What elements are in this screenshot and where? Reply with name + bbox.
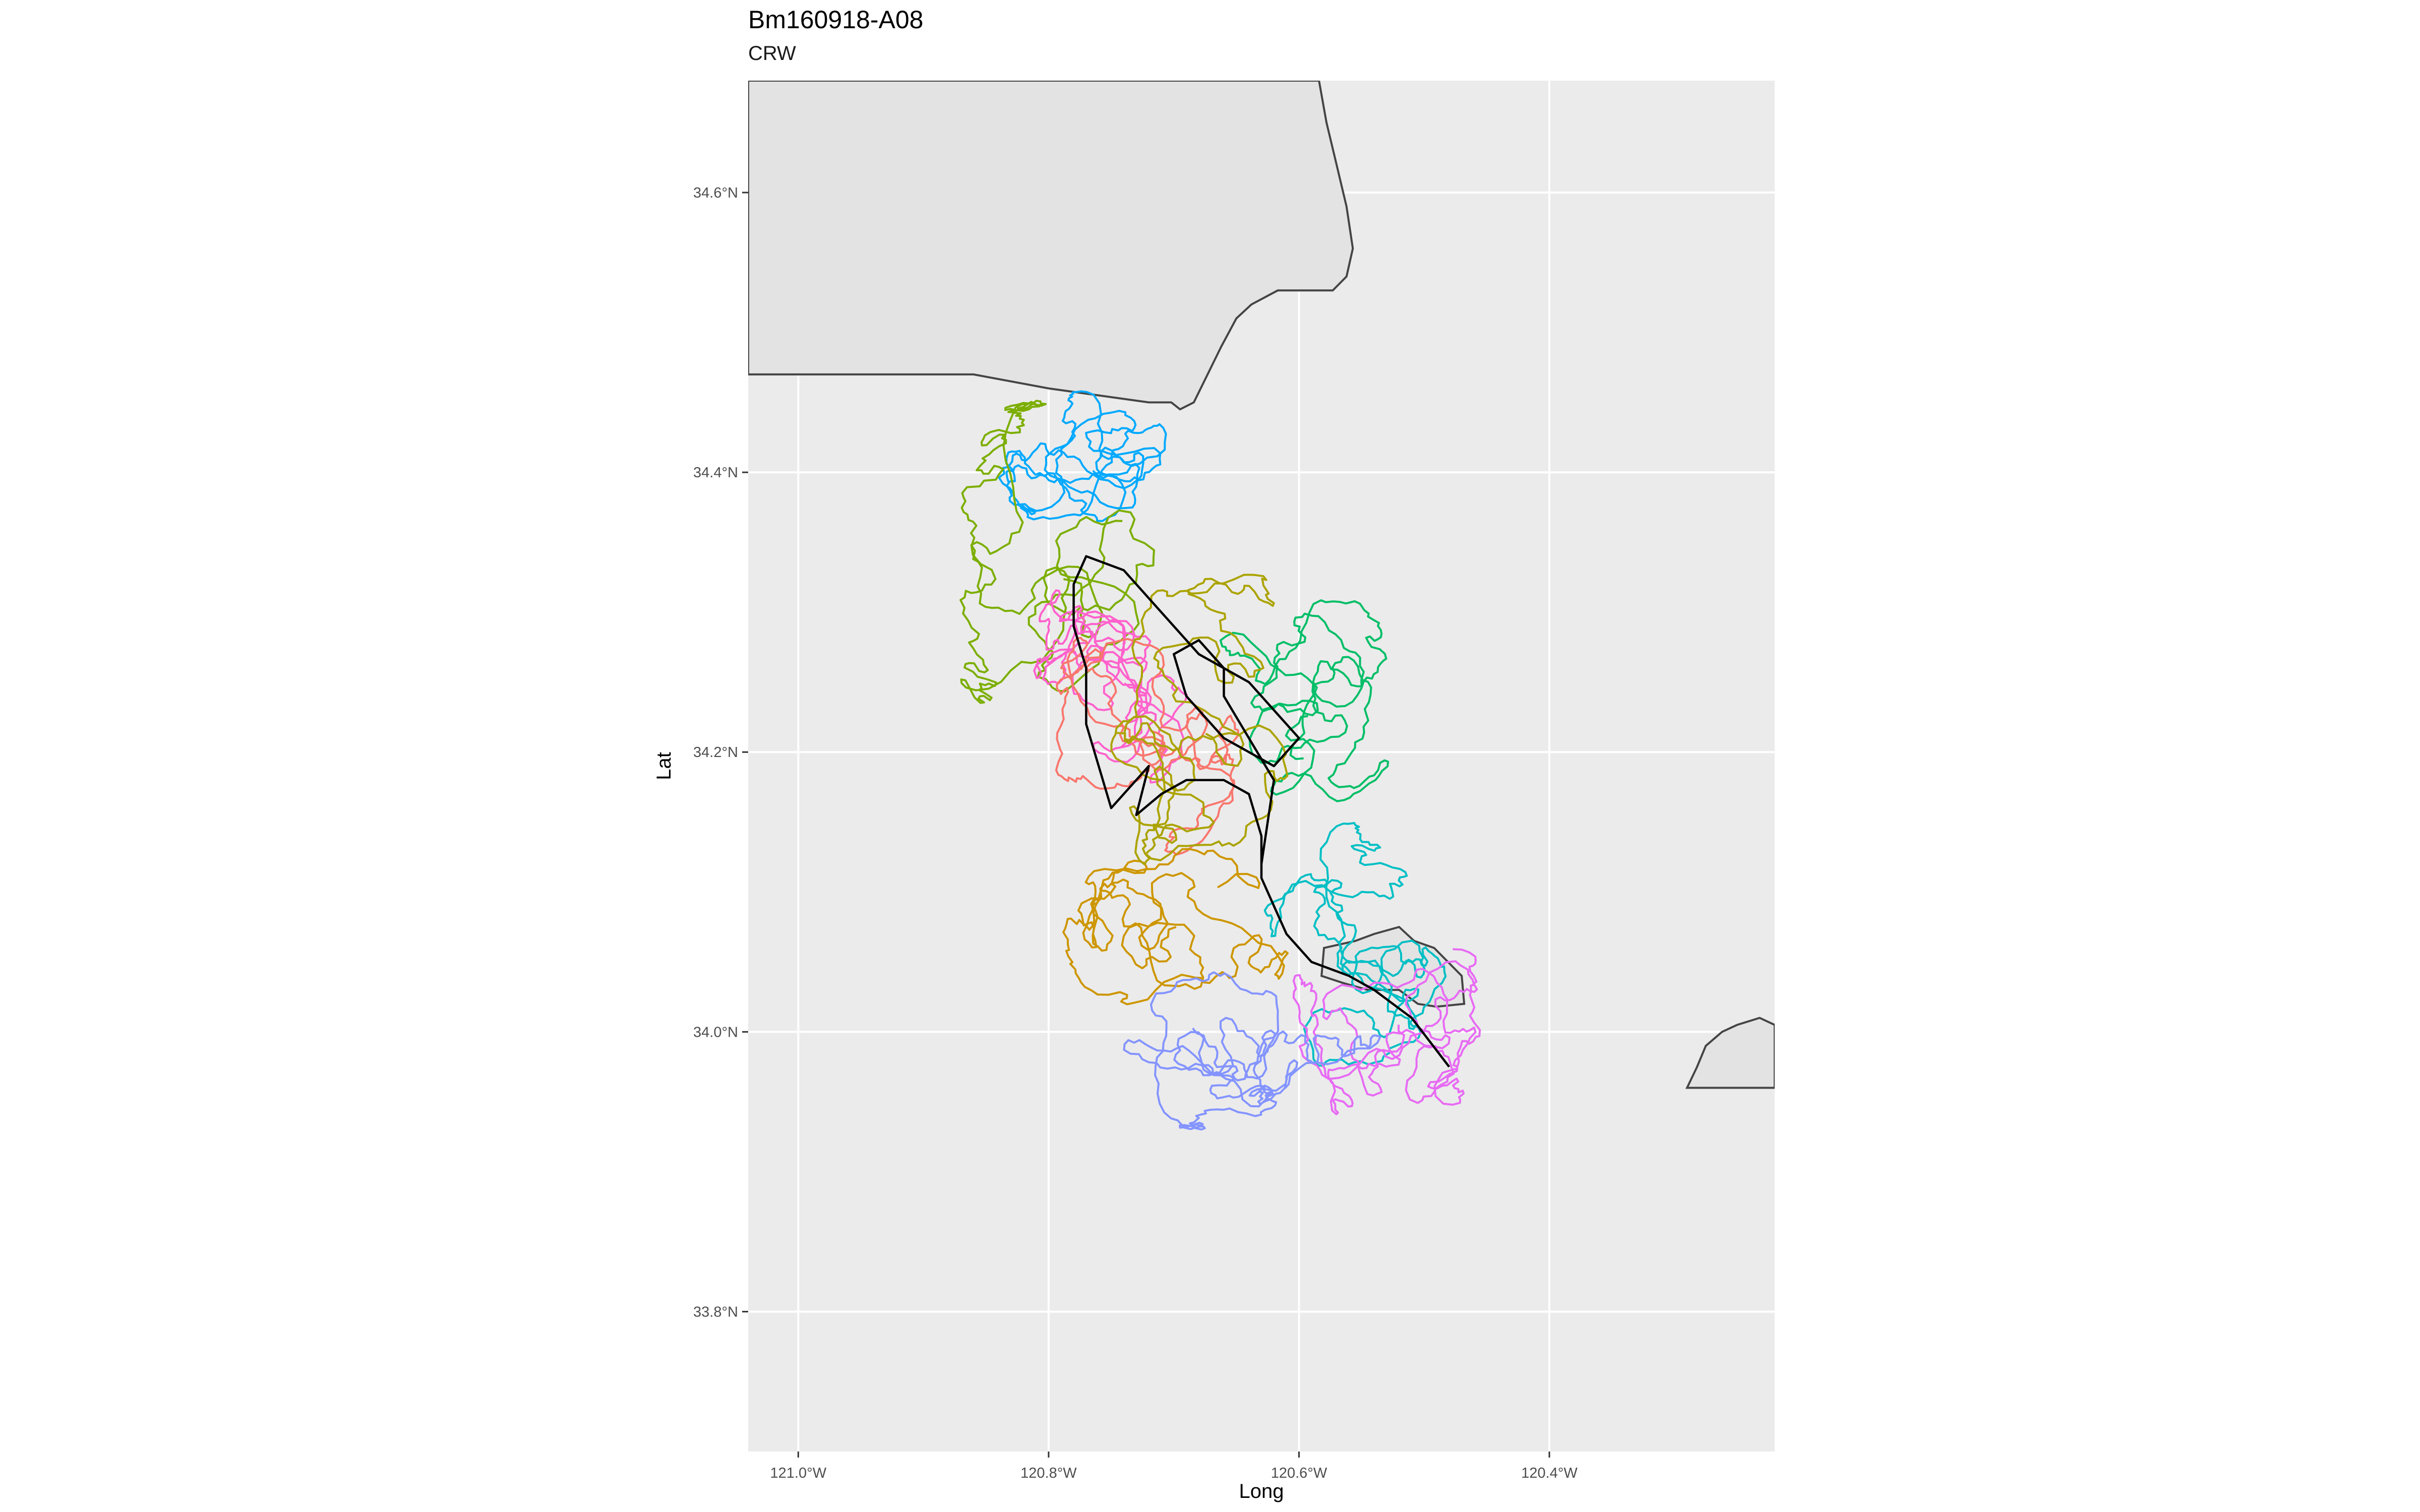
- simulated-track-2: [959, 400, 1155, 704]
- x-tick-label-1: 120.8°W: [1020, 1465, 1077, 1481]
- land-mainland: [748, 81, 1354, 411]
- simulated-track-9: [1292, 948, 1481, 1115]
- y-axis-title: Lat: [653, 752, 675, 780]
- simulated-track-6: [1219, 599, 1389, 802]
- y-tick-label-3: 34.4°N: [693, 465, 738, 481]
- observed-track: [1072, 555, 1450, 1068]
- land-island-mid: [1320, 925, 1466, 1008]
- observed-track-layer: [1072, 555, 1450, 1068]
- y-tick-label-0: 33.8°N: [693, 1304, 738, 1320]
- x-tick-label-3: 120.4°W: [1521, 1465, 1578, 1481]
- simulated-track-5: [1062, 848, 1289, 1005]
- y-tick-label-1: 34.0°N: [693, 1024, 738, 1040]
- simulated-track-3: [1033, 589, 1188, 784]
- chart-title: Bm160918-A08: [748, 6, 924, 34]
- axes: 121.0°W 120.8°W 120.6°W 120.4°W 33.8°N 34.0°N…: [693, 185, 1578, 1481]
- simulated-track-1: [998, 390, 1167, 522]
- y-tick-label-2: 34.2°N: [693, 744, 738, 761]
- land-layer: [748, 81, 1775, 1089]
- x-tick-label-2: 120.6°W: [1271, 1465, 1327, 1481]
- simulated-tracks: [959, 390, 1481, 1131]
- simulated-track-10: [1123, 971, 1381, 1131]
- simulated-track-4: [1055, 637, 1239, 856]
- simulated-track-7: [1110, 574, 1289, 865]
- x-tick-label-0: 121.0°W: [770, 1465, 827, 1481]
- land-island-east: [1685, 1017, 1775, 1089]
- chart-subtitle: CRW: [748, 42, 796, 65]
- y-tick-label-4: 34.6°N: [693, 185, 738, 201]
- x-axis-title: Long: [1239, 1480, 1284, 1502]
